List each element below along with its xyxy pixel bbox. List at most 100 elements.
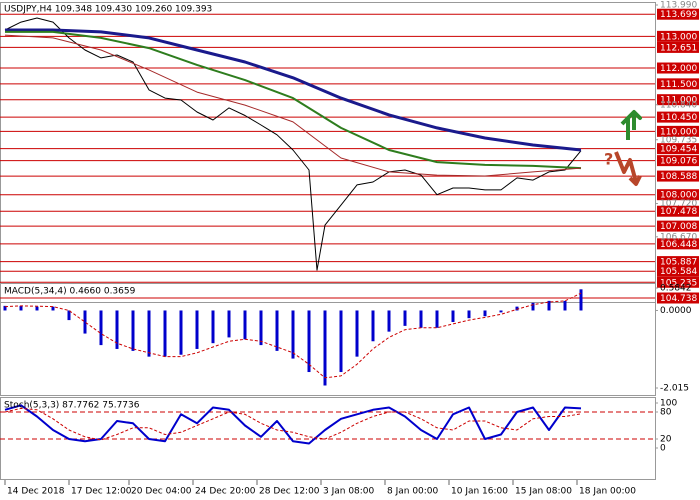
y-tick-label: 109.735 xyxy=(660,135,697,145)
level-label: 104.738 xyxy=(660,294,697,304)
histogram-bar xyxy=(35,306,39,311)
histogram-bar xyxy=(115,310,119,349)
histogram-bar xyxy=(291,310,295,359)
level-label: 108.588 xyxy=(660,172,697,182)
x-tick-label: 3 Jan 08:00 xyxy=(323,487,375,497)
histogram-bar xyxy=(99,310,103,346)
x-tick-label: 8 Jan 00:00 xyxy=(387,487,439,497)
level-label-box xyxy=(657,276,699,288)
histogram-bar xyxy=(51,306,55,311)
histogram-bar xyxy=(483,310,487,317)
histogram-bar xyxy=(195,310,199,349)
macd-title: MACD(5,34,4) 0.4660 0.3659 xyxy=(4,287,136,297)
x-tick-label: 14 Dec 2018 xyxy=(7,487,65,497)
level-label: 107.008 xyxy=(660,222,697,232)
macd-frame xyxy=(0,283,656,396)
level-label: 109.454 xyxy=(660,145,697,155)
histogram-bar xyxy=(419,310,423,328)
histogram-bar xyxy=(339,310,343,373)
level-label: 113.000 xyxy=(660,32,697,42)
level-label: 111.000 xyxy=(660,96,697,106)
down-arrow xyxy=(614,151,642,186)
level-label-box xyxy=(657,125,699,137)
price-title: USDJPY,H4 109.348 109.430 109.260 109.39… xyxy=(4,5,212,15)
histogram-bar xyxy=(211,310,215,344)
histogram-bar xyxy=(515,306,519,311)
y-tick-label: 106.670 xyxy=(660,232,697,242)
level-label-box xyxy=(657,62,699,74)
y-tick-label: 80 xyxy=(660,408,672,418)
histogram-bar xyxy=(19,305,23,311)
histogram-bar xyxy=(403,310,407,326)
level-label: 110.000 xyxy=(660,127,697,137)
level-label-box xyxy=(657,41,699,53)
level-label-box xyxy=(657,189,699,201)
x-tick-label: 20 Dec 04:00 xyxy=(131,487,192,497)
histogram-bar xyxy=(467,310,471,319)
y-tick-label: 0.5842 xyxy=(660,284,692,294)
x-tick-label: 18 Jan 00:00 xyxy=(579,487,636,497)
histogram-bar xyxy=(3,305,7,311)
level-label: 111.500 xyxy=(660,80,697,90)
histogram-bar xyxy=(451,310,455,323)
histogram-bar xyxy=(259,310,263,346)
histogram-bar xyxy=(499,310,503,313)
level-label-box xyxy=(657,111,699,123)
histogram-bar xyxy=(163,310,167,357)
level-label-box xyxy=(657,94,699,106)
series-line xyxy=(4,407,582,441)
histogram-bar xyxy=(371,310,375,342)
price-frame xyxy=(0,2,656,303)
level-label: 105.235 xyxy=(660,278,697,288)
y-tick-label: 0.0000 xyxy=(660,306,692,316)
histogram-bar xyxy=(307,310,311,373)
histogram-bar xyxy=(147,310,151,357)
series-line xyxy=(5,28,582,152)
series-line xyxy=(4,17,582,271)
level-label: 107.478 xyxy=(660,207,697,217)
histogram-bar xyxy=(67,310,71,321)
y-tick-label: 0 xyxy=(660,444,666,454)
histogram-bar xyxy=(547,300,551,311)
level-label: 112.000 xyxy=(660,64,697,74)
histogram-bar xyxy=(531,302,535,311)
histogram-bar xyxy=(355,310,359,357)
level-label: 110.450 xyxy=(660,113,697,123)
level-label-box xyxy=(657,256,699,268)
histogram-bar xyxy=(131,310,135,351)
level-label-box xyxy=(657,78,699,90)
y-tick-label: 107.720 xyxy=(660,199,697,209)
series-line xyxy=(5,30,582,170)
level-label-box xyxy=(657,238,699,250)
histogram-bar xyxy=(323,310,327,386)
histogram-bar xyxy=(243,310,247,340)
histogram-bar xyxy=(179,310,183,355)
histogram-bar xyxy=(579,289,583,311)
stoch-title: Stoch(5,3,3) 87.7762 75.7736 xyxy=(4,401,140,411)
question-mark: ? xyxy=(604,150,613,169)
x-tick-label: 15 Jan 08:00 xyxy=(515,487,572,497)
x-tick-label: 28 Dec 12:00 xyxy=(259,487,320,497)
level-label: 112.651 xyxy=(660,43,697,53)
level-label-box xyxy=(657,205,699,217)
histogram-bar xyxy=(435,310,439,328)
forecast-arrows: ? xyxy=(604,110,642,186)
y-tick-label: 113.990 xyxy=(660,1,697,11)
level-label-box xyxy=(657,170,699,182)
y-tick-label: 110.840 xyxy=(660,100,697,110)
level-label-box xyxy=(657,155,699,167)
level-label-box xyxy=(657,265,699,277)
x-tick-label: 24 Dec 20:00 xyxy=(195,487,256,497)
level-label-box xyxy=(657,30,699,42)
series-line xyxy=(4,292,582,379)
y-tick-label: 100 xyxy=(660,399,677,409)
series-line xyxy=(4,404,582,445)
y-tick-label: -2.015 xyxy=(660,384,689,394)
level-label: 106.448 xyxy=(660,240,697,250)
level-label-box xyxy=(657,8,699,20)
x-tick-label: 10 Jan 16:00 xyxy=(451,487,508,497)
level-label-box xyxy=(657,292,699,304)
